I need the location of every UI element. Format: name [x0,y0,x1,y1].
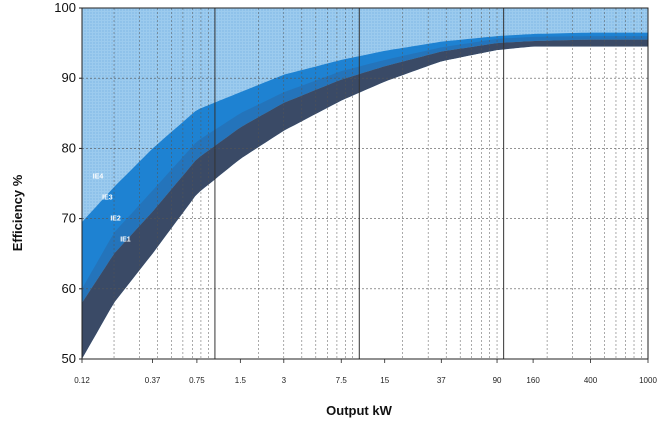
band-label-ie2: IE2 [110,216,121,223]
x-tick-label: 400 [584,376,598,385]
y-tick-label: 90 [62,70,76,85]
x-tick-label: 3 [282,376,287,385]
region-below-ie1 [82,46,648,359]
band-ie4 [82,32,648,303]
grid-lines [82,8,648,359]
y-tick-label: 80 [62,140,76,155]
x-tick-labels: 0.12 0.37 0.75 1.5 3 7.5 15 37 90 160 400 1000 [74,359,657,385]
x-tick-label: 0.37 [145,376,161,385]
y-tick-label: 60 [62,281,76,296]
efficiency-bands [82,32,648,359]
plot-border [81,7,649,360]
y-tick-label: 70 [62,211,76,226]
x-tick-label: 37 [437,376,446,385]
x-tick-label: 90 [493,376,502,385]
band-label-ie1: IE1 [120,237,131,244]
x-tick-label: 0.12 [74,376,90,385]
x-tick-label: 7.5 [336,376,348,385]
x-tick-label: 15 [380,376,389,385]
y-tick-labels: 50 60 70 80 90 100 [54,0,82,366]
y-tick-label: 100 [54,0,76,15]
y-tick-label: 50 [62,351,76,366]
band-label-ie3: IE3 [102,195,113,202]
y-axis-label: Efficiency % [10,174,25,251]
plot-frame [81,7,649,360]
band-label-ie4: IE4 [93,173,104,180]
x-axis-label: Output kW [326,403,392,418]
x-tick-label: 1.5 [235,376,247,385]
x-tick-label: 1000 [639,376,657,385]
band-labels: IE4 IE3 IE2 IE1 [93,173,131,243]
x-tick-label: 0.75 [189,376,205,385]
x-tick-label: 160 [526,376,540,385]
